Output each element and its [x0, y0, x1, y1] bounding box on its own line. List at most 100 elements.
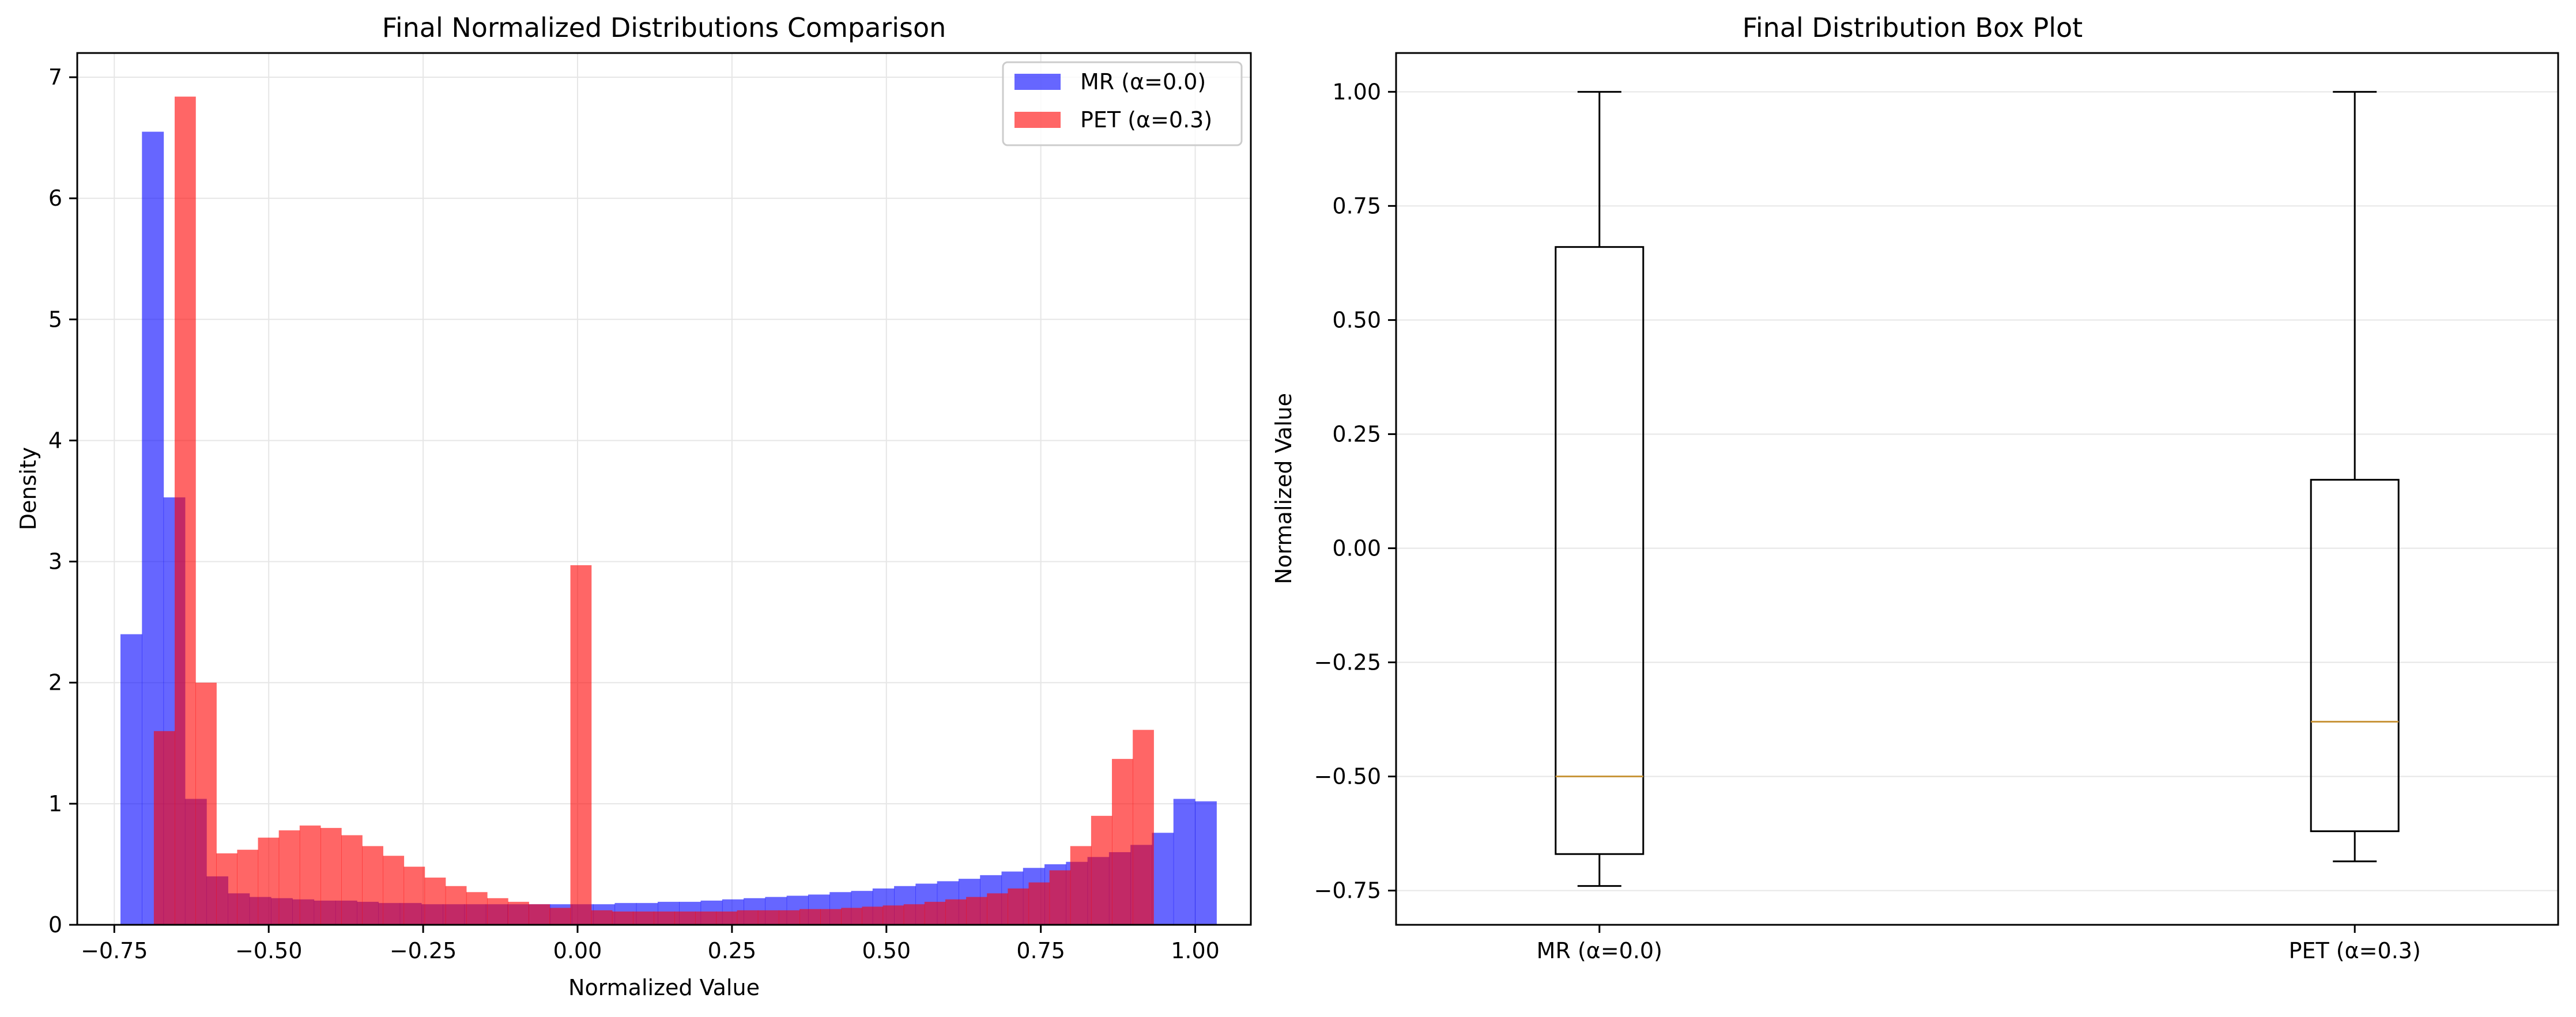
histogram-bar-pet-38: [945, 899, 967, 925]
histogram-bar-pet-12: [403, 867, 425, 925]
histogram-x-label: Normalized Value: [568, 975, 760, 1000]
histogram-x-tick-label-2: −0.25: [390, 938, 457, 963]
histogram-bar-pet-15: [466, 892, 488, 925]
histogram-y-tick-label-6: 6: [48, 186, 62, 211]
boxplot-y-tick-label-7: 1.00: [1332, 79, 1381, 104]
histogram-bar-mr-49: [1173, 799, 1195, 925]
histogram-bar-pet-3: [216, 853, 238, 925]
histogram-y-tick-label-5: 5: [48, 307, 62, 332]
histogram-bar-pet-22: [612, 911, 633, 925]
histogram-bar-pet-45: [1091, 815, 1112, 925]
histogram-bar-pet-44: [1070, 846, 1092, 925]
boxplot-y-label: Normalized Value: [1271, 393, 1296, 584]
histogram-bar-pet-2: [195, 682, 217, 925]
histogram-bar-pet-0: [153, 731, 175, 925]
histogram-bar-pet-21: [591, 910, 613, 925]
histogram-bar-pet-36: [903, 904, 925, 925]
histogram-bar-pet-41: [1008, 888, 1029, 925]
histogram-bar-pet-30: [778, 910, 800, 925]
histogram-y-tick-label-0: 0: [48, 912, 62, 937]
histogram-y-ticks: 0 1 2 3 4 5 6 7: [48, 65, 77, 937]
histogram-bar-pet-7: [299, 825, 321, 925]
histogram-panel: Final Normalized Distributions Compariso…: [16, 12, 1252, 1000]
histogram-bar-pet-9: [341, 835, 363, 925]
boxplot-y-ticks: −0.75 −0.50 −0.25 0.00 0.25 0.50 0.75 1.00: [1314, 79, 1396, 903]
legend-box: [1002, 61, 1243, 146]
histogram-bar-pet-14: [445, 886, 467, 925]
boxplot-y-tick-label-6: 0.75: [1332, 193, 1381, 218]
boxplot-y-tick-label-1: −0.50: [1314, 764, 1381, 789]
histogram-y-tick-label-2: 2: [48, 670, 62, 695]
histogram-bar-pet-27: [716, 911, 738, 925]
legend-swatch-mr: [1014, 74, 1061, 90]
boxplot-axes-frame: [1395, 52, 2559, 926]
histogram-x-tick-label-7: 1.00: [1171, 938, 1220, 963]
boxplot-y-tick-label-2: −0.25: [1314, 650, 1381, 675]
histogram-bar-pet-40: [987, 893, 1008, 925]
histogram-bar-pet-47: [1133, 729, 1154, 925]
histogram-x-tick-label-1: −0.50: [235, 938, 302, 963]
histogram-bar-mr-0: [120, 634, 142, 925]
histogram-y-tick-label-1: 1: [48, 791, 62, 816]
boxplot-marks: [1555, 90, 2400, 887]
boxplot-title: Final Distribution Box Plot: [1743, 12, 2083, 43]
legend-swatch-pet: [1014, 112, 1061, 128]
histogram-bar-pet-1: [175, 96, 196, 925]
histogram-bar-pet-25: [674, 911, 696, 925]
boxplot-panel: Final Distribution Box Plot MR (α=0.0) PE…: [1271, 12, 2559, 963]
histogram-bar-pet-46: [1112, 759, 1133, 925]
histogram-bar-pet-13: [424, 878, 446, 925]
histogram-bar-pet-26: [695, 911, 717, 925]
histogram-bar-pet-20: [570, 565, 592, 925]
histogram-bar-pet-34: [862, 906, 884, 925]
boxplot-x-ticks: MR (α=0.0) PET (α=0.3): [1537, 925, 2421, 963]
histogram-bar-pet-33: [841, 908, 863, 925]
histogram-axes-frame: [76, 52, 1252, 926]
legend-label-pet: PET (α=0.3): [1080, 107, 1212, 133]
boxplot-y-tick-label-0: −0.75: [1314, 878, 1381, 903]
box-body-0: [1555, 246, 1645, 855]
histogram-bar-pet-28: [737, 910, 759, 925]
histogram-legend: MR (α=0.0) PET (α=0.3): [1002, 61, 1243, 146]
histogram-bar-pet-32: [820, 909, 842, 925]
histogram-bar-pet-18: [529, 904, 550, 925]
histogram-bar-pet-10: [362, 846, 383, 925]
boxplot-y-tick-label-5: 0.50: [1332, 307, 1381, 332]
histogram-bar-pet-4: [237, 849, 259, 925]
boxplot-x-tick-label-0: MR (α=0.0): [1537, 938, 1662, 963]
histogram-bar-pet-31: [799, 909, 821, 925]
histogram-x-tick-label-4: 0.25: [708, 938, 757, 963]
histogram-bar-pet-6: [278, 830, 300, 925]
histogram-y-tick-label-3: 3: [48, 549, 62, 574]
histogram-bar-pet-17: [508, 902, 529, 925]
histogram-bar-pet-11: [383, 856, 405, 925]
histogram-x-tick-label-0: −0.75: [81, 938, 148, 963]
boxplot-x-tick-label-1: PET (α=0.3): [2289, 938, 2421, 963]
histogram-y-label: Density: [16, 447, 41, 530]
histogram-y-tick-label-4: 4: [48, 428, 62, 453]
histogram-bar-pet-29: [757, 910, 779, 925]
histogram-bar-pet-16: [487, 898, 508, 925]
histogram-bar-pet-35: [882, 905, 904, 925]
legend-label-mr: MR (α=0.0): [1080, 69, 1206, 94]
histogram-bar-pet-39: [966, 897, 987, 925]
histogram-x-tick-label-5: 0.50: [862, 938, 911, 963]
box-body-1: [2310, 479, 2400, 833]
histogram-x-ticks: −0.75 −0.50 −0.25 0.00 0.25 0.50 0.75 1.00: [81, 925, 1220, 963]
boxplot-y-tick-label-4: 0.25: [1332, 421, 1381, 447]
histogram-bar-pet-42: [1028, 882, 1050, 925]
histogram-bar-pet-19: [549, 908, 571, 925]
histogram-bar-pet-5: [258, 837, 280, 925]
histogram-x-tick-label-3: 0.00: [553, 938, 602, 963]
histogram-y-tick-label-7: 7: [48, 65, 62, 90]
histogram-bar-pet-23: [632, 911, 654, 925]
histogram-bar-pet-43: [1049, 870, 1071, 925]
histogram-bar-pet-37: [924, 902, 946, 925]
boxplot-y-tick-label-3: 0.00: [1332, 535, 1381, 561]
histogram-series-pet: [153, 96, 1154, 925]
histogram-x-tick-label-6: 0.75: [1016, 938, 1065, 963]
histogram-bar-mr-50: [1195, 801, 1217, 925]
histogram-bar-mr-48: [1152, 833, 1174, 925]
